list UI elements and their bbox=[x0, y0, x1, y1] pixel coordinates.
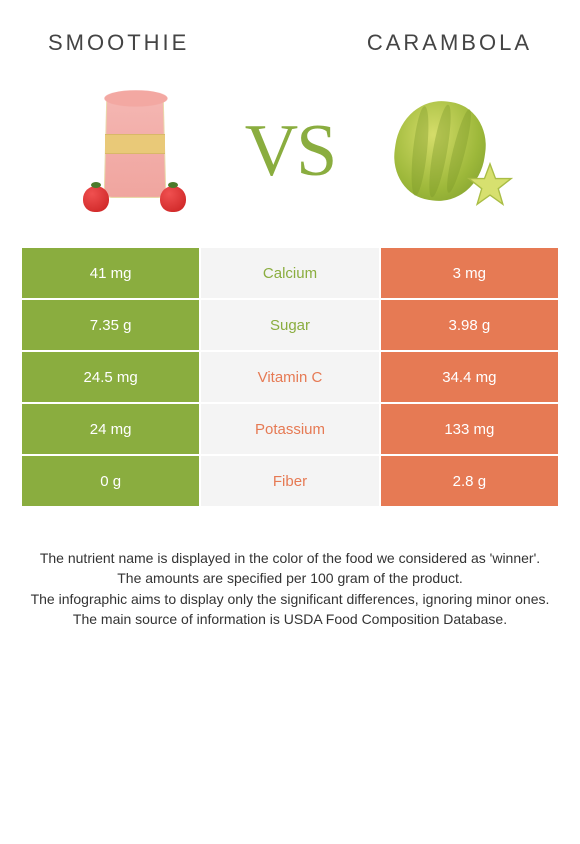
right-food-title: Carambola bbox=[367, 30, 532, 56]
table-row: 0 gFiber2.8 g bbox=[21, 455, 559, 507]
table-row: 24 mgPotassium133 mg bbox=[21, 403, 559, 455]
left-value: 0 g bbox=[21, 455, 200, 507]
footer-line: The main source of information is USDA F… bbox=[22, 609, 558, 629]
right-value: 34.4 mg bbox=[380, 351, 559, 403]
nutrient-label: Calcium bbox=[200, 247, 379, 299]
footer-line: The nutrient name is displayed in the co… bbox=[22, 548, 558, 568]
carambola-image bbox=[380, 81, 520, 221]
vs-label: VS bbox=[245, 109, 336, 194]
right-value: 3.98 g bbox=[380, 299, 559, 351]
nutrient-label: Fiber bbox=[200, 455, 379, 507]
right-value: 133 mg bbox=[380, 403, 559, 455]
nutrient-label: Vitamin C bbox=[200, 351, 379, 403]
right-value: 2.8 g bbox=[380, 455, 559, 507]
nutrient-table: 41 mgCalcium3 mg7.35 gSugar3.98 g24.5 mg… bbox=[20, 246, 560, 508]
left-value: 24 mg bbox=[21, 403, 200, 455]
left-value: 7.35 g bbox=[21, 299, 200, 351]
left-value: 41 mg bbox=[21, 247, 200, 299]
smoothie-image bbox=[60, 81, 200, 221]
nutrient-label: Sugar bbox=[200, 299, 379, 351]
left-food-title: Smoothie bbox=[48, 30, 189, 56]
right-value: 3 mg bbox=[380, 247, 559, 299]
table-row: 41 mgCalcium3 mg bbox=[21, 247, 559, 299]
footer-notes: The nutrient name is displayed in the co… bbox=[0, 508, 580, 629]
table-row: 24.5 mgVitamin C34.4 mg bbox=[21, 351, 559, 403]
left-value: 24.5 mg bbox=[21, 351, 200, 403]
footer-line: The amounts are specified per 100 gram o… bbox=[22, 568, 558, 588]
table-row: 7.35 gSugar3.98 g bbox=[21, 299, 559, 351]
footer-line: The infographic aims to display only the… bbox=[22, 589, 558, 609]
nutrient-label: Potassium bbox=[200, 403, 379, 455]
